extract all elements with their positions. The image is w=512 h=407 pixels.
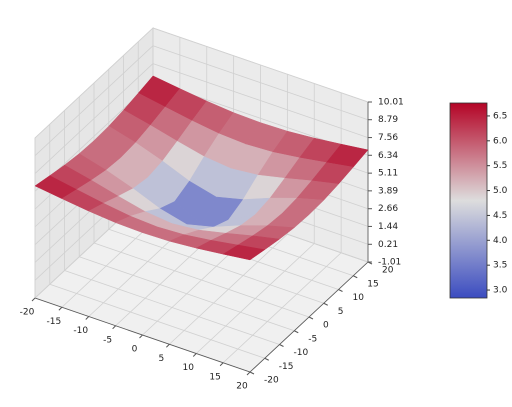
z-tick-label: 1.44 <box>378 222 398 232</box>
z-tick-label: 0.21 <box>378 240 398 250</box>
z-tick-label: 5.11 <box>378 169 398 179</box>
x-tick-label: -15 <box>47 317 62 327</box>
grid-line <box>64 270 280 345</box>
x-tick-label: 5 <box>159 354 165 364</box>
y-tick <box>294 330 299 334</box>
colorbar-tick-label: 4.0 <box>493 236 508 246</box>
y-tick-label: -15 <box>279 362 294 372</box>
y-tick <box>264 357 269 361</box>
y-tick-label: -10 <box>294 348 309 358</box>
z-tick-label: 3.89 <box>378 186 398 196</box>
x-tick-label: 15 <box>209 372 220 382</box>
surface-patch <box>222 244 266 261</box>
colorbar-tick-label: 5.0 <box>493 186 508 196</box>
colorbar-tick-label: 5.5 <box>493 161 507 171</box>
y-tick-label: 20 <box>382 266 394 276</box>
z-tick-label: 8.79 <box>378 115 398 125</box>
grid-line <box>108 228 324 304</box>
z-tick-label: -1.01 <box>378 258 401 268</box>
x-tick <box>112 325 116 330</box>
y-tick <box>353 275 358 279</box>
colorbar <box>449 102 488 299</box>
x-tick <box>166 343 170 348</box>
x-tick-label: -10 <box>73 326 88 336</box>
grid-line <box>34 63 154 174</box>
y-tick-label: 10 <box>353 293 365 303</box>
y-tick <box>308 316 314 320</box>
y-tick <box>279 344 284 347</box>
grid-line <box>152 27 369 103</box>
x-tick <box>192 353 197 357</box>
y-tick-label: -5 <box>308 334 317 344</box>
grid-line <box>34 45 154 157</box>
colorbar-tick-label: 3.5 <box>493 261 507 271</box>
y-tick-label: 0 <box>323 321 329 331</box>
grid-line <box>93 242 310 318</box>
y-tick <box>338 289 343 292</box>
y-tick-label: 5 <box>338 307 344 317</box>
z-tick-label: 10.01 <box>378 98 404 108</box>
x-tick-label: 10 <box>183 363 195 373</box>
z-tick-label: 2.66 <box>378 204 398 214</box>
grid-line <box>152 45 369 121</box>
x-tick <box>139 334 143 339</box>
x-tick <box>85 316 90 320</box>
x-tick-label: 0 <box>132 345 138 355</box>
x-tick <box>31 297 36 302</box>
grid-line <box>49 283 265 359</box>
x-tick-label: -20 <box>20 308 35 318</box>
y-tick <box>249 371 255 375</box>
x-tick <box>219 362 224 367</box>
colorbar-tick-label: 6.0 <box>493 136 508 146</box>
x-tick-label: 20 <box>236 382 248 392</box>
y-tick-label: 15 <box>367 279 378 289</box>
grid-line <box>34 27 154 139</box>
z-tick-label: 6.34 <box>378 151 398 161</box>
x-tick <box>58 306 63 311</box>
y-tick <box>323 302 328 306</box>
colorbar-tick-label: 6.5 <box>493 111 507 121</box>
y-tick-label: -20 <box>264 376 279 386</box>
z-tick-label: 7.56 <box>378 133 398 143</box>
colorbar-tick-label: 4.5 <box>493 211 507 221</box>
grid-line <box>79 256 295 332</box>
x-tick-label: -5 <box>103 335 112 345</box>
colorbar-tick-label: 3.0 <box>493 286 508 296</box>
grid-line <box>152 63 369 138</box>
x-tick <box>246 371 251 376</box>
